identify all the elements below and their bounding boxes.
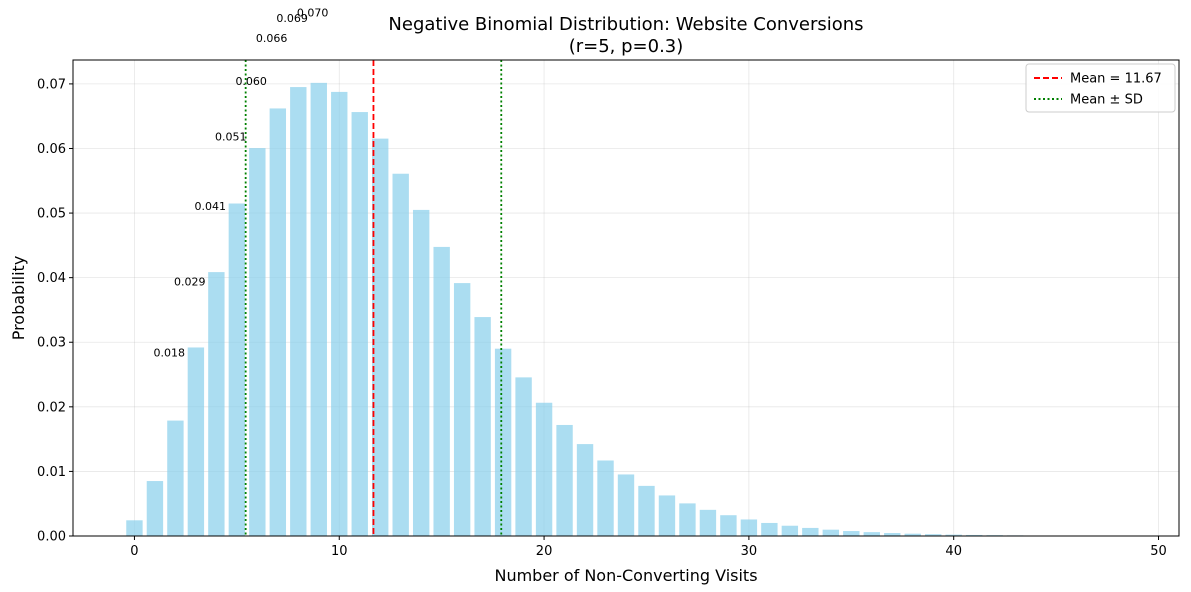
y-axis-label: Probability [9,256,28,341]
bar [597,460,614,536]
legend-sd-label: Mean ± SD [1070,93,1143,108]
bar [965,534,983,536]
bar [208,272,225,536]
y-tick-label: 0.02 [37,400,66,415]
bar [863,532,880,536]
bar [433,246,450,536]
legend: Mean = 11.67 Mean ± SD [1025,63,1176,113]
y-tick-label: 0.04 [37,271,66,286]
y-tick-label: 0.05 [37,207,66,222]
bar [310,82,327,537]
axis-ticks: 0.00 0.01 0.02 0.03 0.04 0.05 0.06 0.07 0 10 20 30 4… [37,77,1167,559]
bar [228,203,246,537]
bar [802,527,819,536]
y-tick-label: 0.01 [37,465,66,480]
bar [679,503,696,536]
bar [945,534,962,536]
bar [904,533,921,536]
plot-frame [72,59,1180,537]
bar [515,377,532,536]
data-label: 0.069 [276,12,308,25]
x-tick-label: 50 [1150,544,1167,559]
bar [822,529,840,536]
chart-title: Negative Binomial Distribution: Website … [388,14,863,35]
data-label: 0.051 [215,131,247,144]
y-tick-label: 0.07 [37,77,66,92]
bar [269,108,287,536]
bar [576,444,594,536]
bar [720,515,737,536]
bar [761,522,778,536]
bar [167,420,184,536]
data-label: 0.029 [174,275,206,288]
data-label: 0.041 [194,200,226,213]
bar [658,495,676,536]
x-tick-label: 30 [741,544,758,559]
bar [453,283,471,536]
bar [187,347,205,536]
bar [412,209,430,536]
x-axis-label: Number of Non-Converting Visits [494,566,757,585]
data-label: 0.018 [154,346,186,359]
bar [535,402,553,536]
bar [781,525,799,536]
y-tick-label: 0.00 [37,530,66,545]
bar [331,91,348,536]
bar [372,138,389,536]
x-tick-label: 0 [130,544,138,559]
legend-mean-label: Mean = 11.67 [1070,72,1162,87]
data-label: 0.060 [235,75,267,88]
bar [474,317,491,536]
y-tick-label: 0.06 [37,142,66,157]
chart-subtitle: (r=5, p=0.3) [569,36,684,57]
bar [638,485,655,536]
y-tick-label: 0.03 [37,336,66,351]
bar [740,519,758,536]
bars [126,82,1167,537]
bar [556,424,573,536]
bar [351,112,368,536]
bar [290,87,307,537]
bar [249,148,266,536]
bar [699,509,717,536]
data-label: 0.066 [256,32,288,45]
bar [617,474,635,536]
bar [925,534,942,536]
bar [392,173,409,537]
bar [884,533,901,536]
bar [146,481,164,536]
x-tick-label: 20 [536,544,553,559]
bar [494,348,512,536]
x-tick-label: 40 [945,544,962,559]
bar [843,531,860,536]
x-tick-label: 10 [331,544,348,559]
legend-box [1025,63,1176,113]
reference-lines [244,60,503,536]
bar [126,520,143,536]
data-label: 0.070 [297,7,329,20]
